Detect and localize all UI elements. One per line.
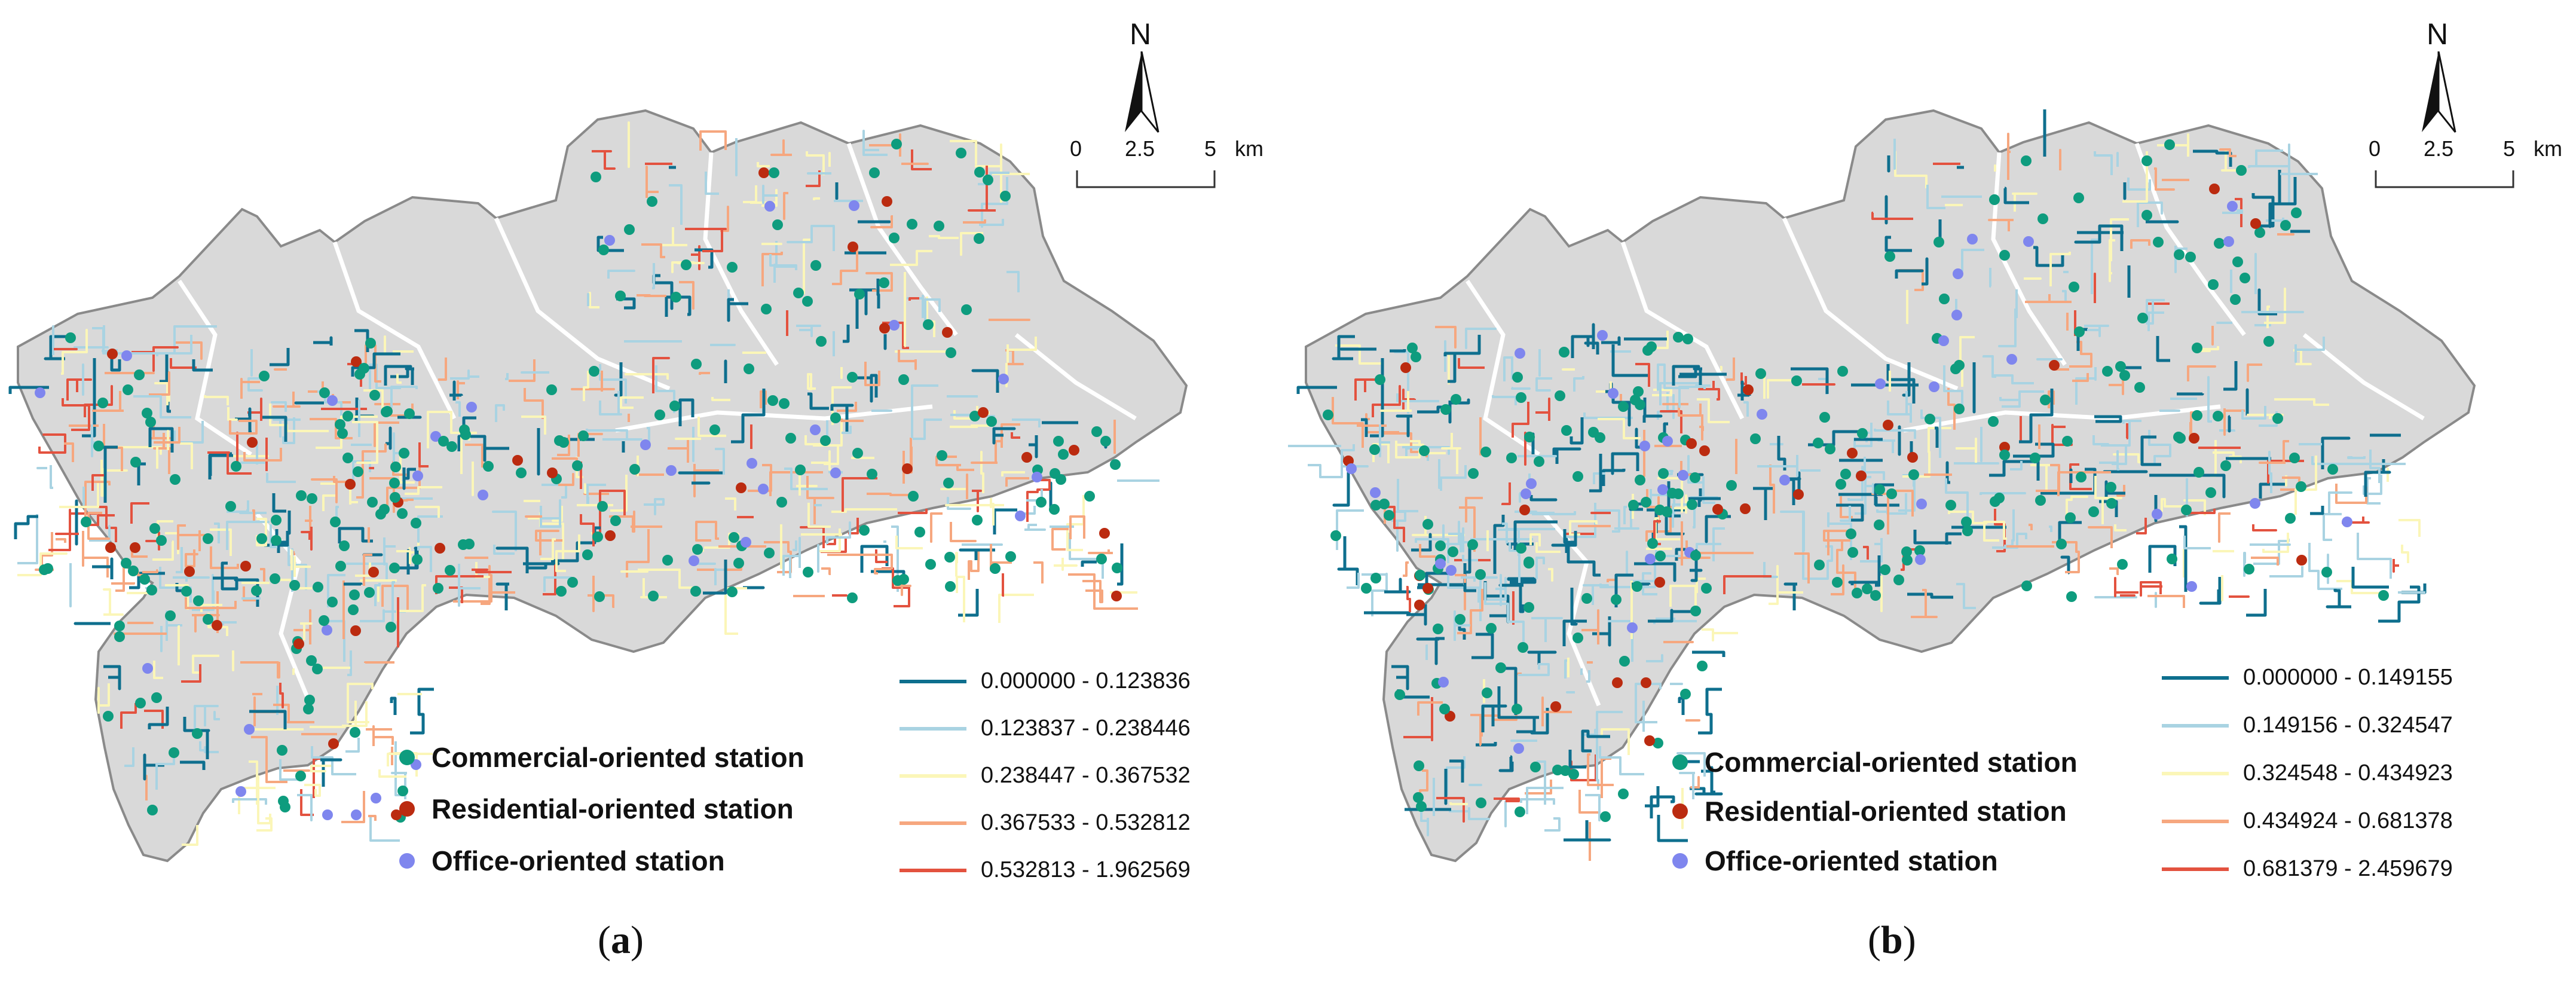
office-dot-icon: [1672, 853, 1688, 869]
residential-dot-icon: [399, 801, 415, 817]
north-arrow-icon: [1125, 51, 1159, 133]
road-network: [1288, 109, 2427, 861]
class-3-swatch: [2162, 771, 2229, 775]
residential-dot-icon: [1672, 803, 1688, 819]
legend-commercial-label: Commercial-oriented station: [432, 742, 804, 773]
legend-class-1: 0.000000 - 0.123836: [900, 668, 1191, 694]
north-arrow-icon: [2422, 51, 2456, 133]
legend-office: Office-oriented station: [1672, 845, 1998, 877]
class-3-label: 0.324548 - 0.434923: [2243, 760, 2453, 786]
class-4-label: 0.367533 - 0.532812: [981, 810, 1191, 835]
map-panel-a: N 0 2.5 5 km Commercial-oriented station…: [8, 17, 1263, 962]
north-label: N: [1130, 17, 1152, 51]
station-points: [35, 139, 1122, 823]
legend-class-5: 0.681379 - 2.459679: [2162, 856, 2453, 882]
class-4-label: 0.434924 - 0.681378: [2243, 808, 2453, 833]
map-panel-b: N 0 2.5 5 km Commercial-oriented station…: [1288, 0, 2576, 990]
caption-letter: a: [610, 918, 631, 962]
class-4-swatch: [2162, 819, 2229, 823]
commercial-dot-icon: [1672, 754, 1688, 770]
class-3-swatch: [900, 774, 966, 778]
scale-label-5: 5: [2503, 136, 2516, 161]
scale-label-unit: km: [2534, 136, 2562, 161]
panel-caption: (a): [598, 918, 644, 962]
road-network: [8, 121, 1159, 846]
class-1-label: 0.000000 - 0.123836: [981, 668, 1191, 693]
legend-residential: Residential-oriented station: [399, 793, 794, 825]
legend-office: Office-oriented station: [399, 845, 725, 877]
class-2-label: 0.149156 - 0.324547: [2243, 713, 2453, 738]
commercial-dot-icon: [399, 750, 415, 765]
legend-class-1: 0.000000 - 0.149155: [2162, 665, 2453, 690]
legend-class-4: 0.367533 - 0.532812: [900, 810, 1191, 836]
station-points: [1323, 139, 2389, 822]
legend-class-5: 0.532813 - 1.962569: [900, 857, 1191, 883]
map-canvas-b: [1288, 109, 2476, 863]
office-dot-icon: [399, 853, 415, 869]
scale-bar-line: [2375, 170, 2514, 188]
legend-class-3: 0.324548 - 0.434923: [2162, 760, 2453, 786]
legend-residential-label: Residential-oriented station: [432, 793, 794, 824]
panel-caption: (b): [1868, 918, 1916, 962]
legend-residential: Residential-oriented station: [1672, 795, 2067, 827]
legend-office-label: Office-oriented station: [432, 845, 725, 876]
class-1-swatch: [2162, 676, 2229, 680]
legend-residential-label: Residential-oriented station: [1705, 796, 2067, 827]
legend-class-2: 0.149156 - 0.324547: [2162, 713, 2453, 738]
scale-label-5: 5: [1204, 136, 1217, 161]
north-arrow: N: [2415, 17, 2462, 133]
class-5-swatch: [2162, 867, 2229, 871]
scale-bar-line: [1076, 170, 1216, 188]
scale-label-unit: km: [1235, 136, 1263, 161]
legend-class-4: 0.434924 - 0.681378: [2162, 808, 2453, 834]
class-2-swatch: [2162, 723, 2229, 728]
class-1-swatch: [900, 679, 966, 683]
legend-class-2: 0.123837 - 0.238446: [900, 716, 1191, 741]
legend-class-3: 0.238447 - 0.367532: [900, 763, 1191, 789]
legend-commercial: Commercial-oriented station: [1672, 746, 2078, 778]
scale-label-0: 0: [2369, 136, 2381, 161]
legend-commercial-label: Commercial-oriented station: [1705, 747, 2078, 778]
north-arrow: N: [1118, 17, 1165, 133]
class-2-swatch: [900, 726, 966, 731]
class-5-swatch: [900, 868, 966, 872]
class-5-label: 0.681379 - 2.459679: [2243, 856, 2453, 881]
map-canvas-a: [8, 109, 1188, 863]
class-1-label: 0.000000 - 0.149155: [2243, 665, 2453, 690]
scale-label-2-5: 2.5: [2424, 136, 2454, 161]
class-5-label: 0.532813 - 1.962569: [981, 857, 1191, 882]
scale-label-2-5: 2.5: [1125, 136, 1155, 161]
caption-letter: b: [1880, 918, 1903, 962]
class-2-label: 0.123837 - 0.238446: [981, 716, 1191, 741]
legend-commercial: Commercial-oriented station: [399, 741, 804, 774]
class-3-label: 0.238447 - 0.367532: [981, 763, 1191, 788]
scale-label-0: 0: [1070, 136, 1082, 161]
class-4-swatch: [900, 821, 966, 825]
north-label: N: [2427, 17, 2449, 51]
legend-office-label: Office-oriented station: [1705, 845, 1998, 876]
